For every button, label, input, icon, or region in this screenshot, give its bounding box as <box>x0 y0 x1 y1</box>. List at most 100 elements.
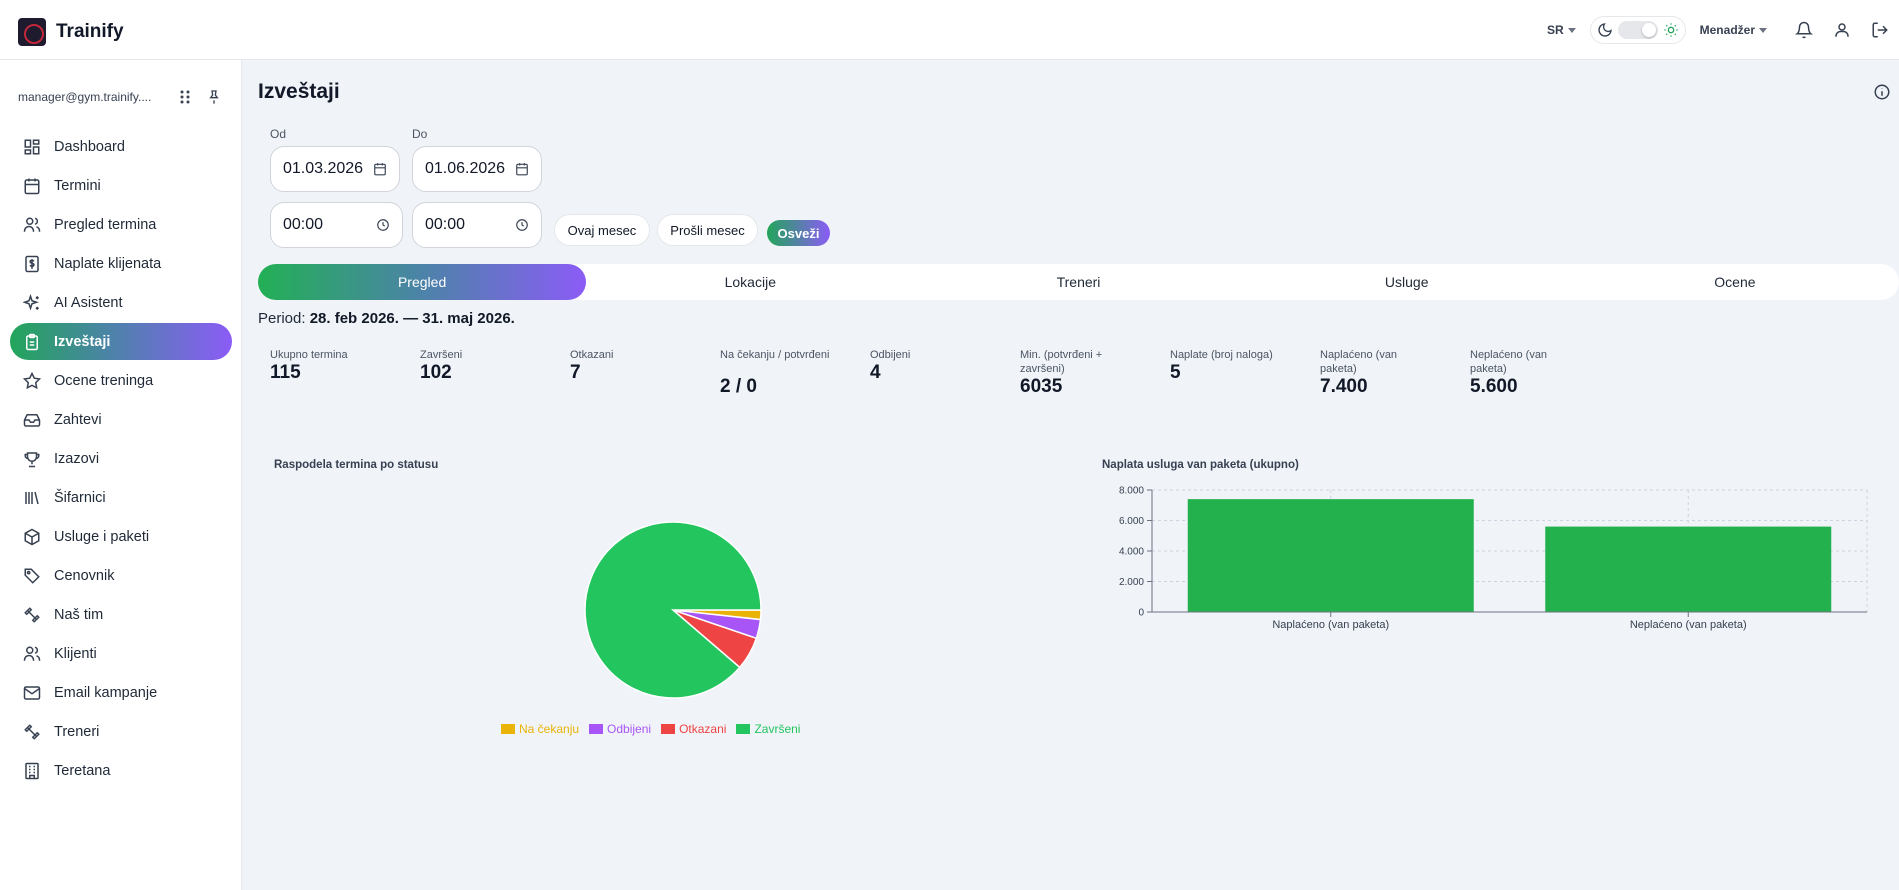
sidebar-item-ai-asistent[interactable]: AI Asistent <box>10 284 232 321</box>
sparkles-icon <box>23 293 39 311</box>
stat-rejected: Odbijeni 4 <box>870 348 1010 384</box>
from-time-value: 00:00 <box>283 216 324 233</box>
sidebar-item-izazovi[interactable]: Izazovi <box>10 440 232 477</box>
calendar-icon <box>24 178 40 194</box>
sidebar-item-label: Naplate klijenata <box>54 255 162 272</box>
period-line: Period: 28. feb 2026. — 31. maj 2026. <box>258 310 515 327</box>
from-time-input[interactable]: 00:00 <box>270 202 403 248</box>
legend-swatch <box>661 724 676 734</box>
clock-icon[interactable] <box>376 218 390 232</box>
logout-button[interactable] <box>1861 21 1899 39</box>
stat-label: Naplate (broj naloga) <box>1170 349 1273 361</box>
bar-chart-title: Naplata usluga van paketa (ukupno) <box>1102 459 1299 471</box>
brand-name: Trainify <box>56 21 124 42</box>
theme-toggle[interactable] <box>1589 16 1686 44</box>
legend-label: Na čekanju <box>519 722 580 736</box>
language-selector[interactable]: SR <box>1547 23 1576 37</box>
sidebar-item-termini[interactable]: Termini <box>10 167 232 204</box>
theme-switch-track[interactable] <box>1617 21 1658 39</box>
calendar-icon[interactable] <box>373 162 387 176</box>
to-time-input[interactable]: 00:00 <box>412 202 542 248</box>
dashboard-icon <box>24 139 40 154</box>
legend-label: Otkazani <box>679 722 727 736</box>
sidebar-item-teretana[interactable]: Teretana <box>10 752 232 789</box>
role-selector[interactable]: Menadžer <box>1700 23 1767 37</box>
bar-2[interactable] <box>1545 526 1832 612</box>
sidebar-item-dashboard[interactable]: Dashboard <box>10 128 232 165</box>
stat-value: 5.600 <box>1470 376 1518 397</box>
dumbbell-icon <box>24 606 40 623</box>
legend-swatch <box>736 724 751 734</box>
sidebar: manager@gym.trainify.... Dashboard Termi… <box>0 60 242 890</box>
sidebar-item-pregled-termina[interactable]: Pregled termina <box>10 206 232 243</box>
y-tick-label: 8.000 <box>1119 486 1144 497</box>
clock-icon[interactable] <box>515 218 529 232</box>
stat-value: 2 / 0 <box>720 376 757 397</box>
tab-usluge[interactable]: Usluge <box>1384 274 1429 290</box>
pin-icon[interactable] <box>206 89 222 105</box>
legend-item[interactable]: Na čekanju <box>501 722 579 736</box>
sidebar-item-nas-tim[interactable]: Naš tim <box>10 596 232 633</box>
tab-treneri[interactable]: Treneri <box>1056 274 1101 290</box>
sidebar-item-label: Naš tim <box>54 606 104 623</box>
building-icon <box>25 762 39 779</box>
sidebar-item-klijenti[interactable]: Klijenti <box>10 635 232 672</box>
period-prefix: Period: <box>258 310 306 327</box>
sidebar-nav: Dashboard Termini Pregled termina Naplat… <box>10 128 232 791</box>
to-date-input[interactable]: 01.06.2026 <box>412 146 542 192</box>
sidebar-item-treneri[interactable]: Treneri <box>10 713 232 750</box>
legend-item[interactable]: Odbijeni <box>589 722 651 736</box>
sidebar-item-email-kampanje[interactable]: Email kampanje <box>10 674 232 711</box>
chevron-down-icon <box>1567 27 1576 33</box>
y-tick-label: 0 <box>1138 608 1144 619</box>
x-tick-label: Naplaćeno (van paketa) <box>1272 619 1389 631</box>
pie-legend: Na čekanju Odbijeni Otkazani Završeni <box>501 722 800 736</box>
clipboard-icon <box>26 333 38 350</box>
legend-item[interactable]: Završeni <box>736 722 800 736</box>
sidebar-item-sifarnici[interactable]: Šifarnici <box>10 479 232 516</box>
x-tick-label: Neplaćeno (van paketa) <box>1630 619 1747 631</box>
profile-button[interactable] <box>1823 21 1861 39</box>
stat-minutes: Min. (potvrđeni + završeni) 6035 <box>1020 348 1130 398</box>
info-button[interactable] <box>1873 83 1891 106</box>
stat-value: 7 <box>570 362 581 383</box>
from-date-input[interactable]: 01.03.2026 <box>270 146 400 192</box>
stats-row: Ukupno termina 115 Završeni 102 Otkazani… <box>270 348 1547 418</box>
sidebar-item-izvestaji[interactable]: Izveštaji <box>10 323 232 360</box>
y-tick-label: 4.000 <box>1119 547 1144 558</box>
sidebar-item-label: Klijenti <box>54 645 97 662</box>
main-content: Izveštaji Od Do 01.03.2026 01.06.2026 00… <box>243 60 1899 890</box>
library-icon <box>25 491 39 504</box>
legend-label: Odbijeni <box>607 722 652 736</box>
top-bar: Trainify SR Menadžer <box>0 0 1899 60</box>
sidebar-item-zahtevi[interactable]: Zahtevi <box>10 401 232 438</box>
stat-total: Ukupno termina 115 <box>270 348 410 384</box>
sidebar-item-label: Šifarnici <box>54 489 106 506</box>
sidebar-item-cenovnik[interactable]: Cenovnik <box>10 557 232 594</box>
legend-item[interactable]: Otkazani <box>661 722 726 736</box>
bar-1[interactable] <box>1187 499 1474 612</box>
tab-lokacije[interactable]: Lokacije <box>724 274 776 290</box>
pie-slice-4[interactable] <box>584 521 762 699</box>
sidebar-item-naplate-klijenata[interactable]: Naplate klijenata <box>10 245 232 282</box>
sidebar-item-label: Izveštaji <box>54 333 111 350</box>
tab-pregled[interactable]: Pregled <box>258 264 587 300</box>
user-icon <box>1835 23 1849 37</box>
sidebar-item-ocene-treninga[interactable]: Ocene treninga <box>10 362 232 399</box>
tab-ocene[interactable]: Ocene <box>1714 274 1756 290</box>
sidebar-item-label: Cenovnik <box>54 567 115 584</box>
user-email: manager@gym.trainify.... <box>18 90 152 104</box>
stat-completed: Završeni 102 <box>420 348 560 384</box>
users-icon <box>23 217 41 232</box>
notifications-button[interactable] <box>1785 21 1823 39</box>
drag-handle-icon[interactable] <box>178 89 192 105</box>
calendar-icon[interactable] <box>515 162 529 176</box>
dumbbell-icon <box>24 723 40 740</box>
refresh-button[interactable]: Osveži <box>767 220 830 246</box>
logo[interactable] <box>18 18 46 46</box>
sidebar-item-label: AI Asistent <box>54 294 123 311</box>
this-month-button[interactable]: Ovaj mesec <box>554 214 650 246</box>
sidebar-item-usluge-i-paketi[interactable]: Usluge i paketi <box>10 518 232 555</box>
y-tick-label: 6.000 <box>1119 516 1144 527</box>
last-month-button[interactable]: Prošli mesec <box>657 214 758 246</box>
